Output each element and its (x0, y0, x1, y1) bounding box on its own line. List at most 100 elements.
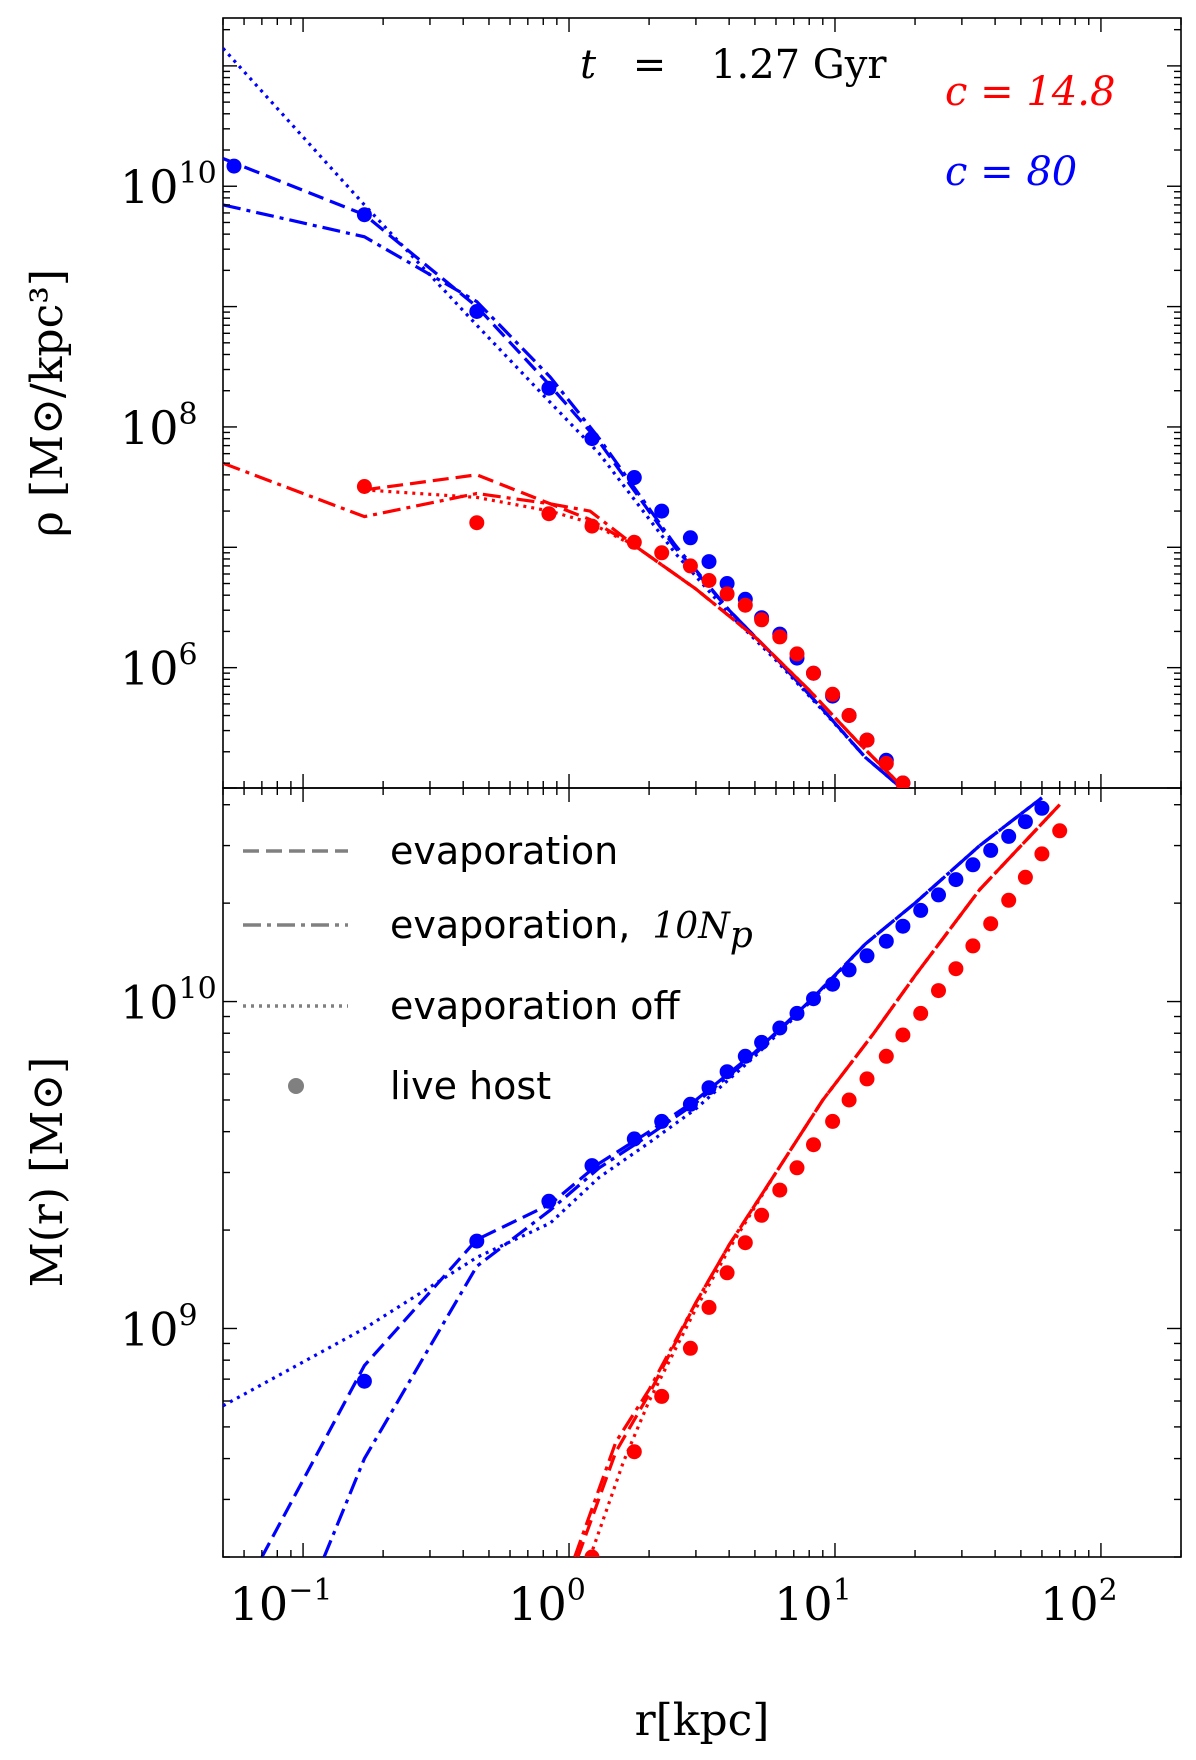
enclosed_mass-point-1-17 (931, 983, 946, 999)
enclosed_mass-point-0-5 (654, 1113, 670, 1129)
enclosed_mass-point-1-8 (772, 1182, 788, 1198)
enclosed_mass-ytick-label-1: 1010 (120, 972, 217, 1030)
density-point-0-0 (226, 158, 242, 174)
enclosed_mass-point-0-17 (878, 933, 894, 949)
legend-label-evaporation-10np: evaporation, 10Np (390, 903, 753, 956)
x-tick-label-2: 101 (774, 1573, 852, 1631)
density-ytick-label-0: 106 (120, 638, 198, 696)
x-tick-exp-1: 0 (567, 1573, 586, 1608)
density-ylabel: ρ [M⊙/kpc³] (22, 269, 73, 537)
density-ytick-exp-0: 6 (179, 638, 198, 673)
x-tick-label-1: 100 (508, 1573, 586, 1631)
legend-label-evaporation-10np-text: evaporation, (390, 903, 630, 947)
enclosed_mass-point-1-15 (895, 1027, 911, 1043)
enclosed_mass-ytick-exp-0: 9 (179, 1298, 198, 1333)
enclosed_mass-point-0-8 (719, 1064, 735, 1080)
density-ytick-exp-2: 10 (179, 156, 217, 191)
density-series-2 (223, 47, 904, 788)
mass-panel-frame (222, 787, 1182, 1558)
enclosed_mass-point-0-26 (1034, 800, 1050, 816)
x-tick-label-0: 10−1 (230, 1573, 333, 1631)
x-axis-label: r[kpc] (635, 1695, 770, 1746)
density-point-0-2 (469, 304, 485, 319)
enclosed_mass-ytick-exp-1: 10 (179, 972, 217, 1007)
density-point-1-12 (789, 646, 805, 662)
enclosed_mass-point-1-4 (701, 1299, 717, 1315)
density-point-1-11 (772, 629, 788, 645)
enclosed_mass-point-0-9 (737, 1048, 753, 1064)
enclosed_mass-point-1-19 (965, 938, 981, 954)
enclosed_mass-point-1-7 (754, 1207, 770, 1223)
density-ytick-exp-1: 8 (179, 397, 198, 432)
enclosed_mass-point-0-3 (584, 1158, 600, 1174)
enclosed_mass-ytick-label-0: 109 (120, 1298, 198, 1356)
enclosed_mass-series-4 (573, 803, 1061, 1557)
legend: evaporation evaporation, 10Np evaporatio… (243, 829, 753, 1108)
mass-ylabel: M(r) [M⊙] (22, 1057, 73, 1288)
enclosed_mass-point-1-5 (719, 1265, 735, 1281)
time-equals: = (633, 42, 667, 88)
density-panel-frame (222, 17, 1182, 789)
x-tick-label-3: 102 (1040, 1573, 1118, 1631)
density-point-1-10 (754, 612, 770, 628)
concentration-label-c80: c = 80 (945, 149, 1077, 195)
legend-math-sub-p: p (730, 915, 753, 956)
density-series-5 (364, 488, 906, 788)
density-point-1-16 (859, 732, 875, 748)
density-point-1-9 (737, 597, 753, 613)
enclosed_mass-point-1-10 (806, 1137, 821, 1153)
density-point-0-1 (356, 207, 372, 223)
density-point-0-7 (682, 530, 698, 546)
enclosed_mass-point-0-18 (895, 918, 911, 934)
enclosed_mass-point-1-12 (841, 1092, 857, 1108)
density-point-1-6 (682, 558, 698, 574)
enclosed_mass-point-1-9 (789, 1160, 805, 1176)
density-point-1-8 (719, 586, 735, 602)
density-ytick-label-1: 108 (120, 397, 198, 455)
density-point-1-1 (469, 515, 485, 531)
enclosed_mass-point-0-25 (1017, 814, 1033, 830)
time-value: 1.27 Gyr (711, 42, 887, 88)
density-point-1-2 (541, 506, 557, 522)
enclosed_mass-point-1-20 (983, 916, 999, 932)
density-point-1-7 (701, 573, 717, 588)
enclosed_mass-point-1-14 (878, 1048, 894, 1064)
enclosed_mass-point-1-0 (584, 1549, 600, 1557)
enclosed_mass-point-1-16 (913, 1005, 929, 1021)
enclosed_mass-point-1-18 (948, 961, 964, 977)
enclosed_mass-series-5 (588, 803, 1061, 1557)
enclosed_mass-point-0-4 (626, 1131, 642, 1147)
enclosed_mass-point-1-1 (626, 1444, 642, 1460)
density-point-0-3 (541, 380, 557, 396)
enclosed_mass-point-0-21 (948, 872, 964, 888)
density-point-1-4 (626, 534, 642, 550)
density-point-1-0 (356, 479, 372, 494)
enclosed_mass-point-0-15 (841, 962, 857, 978)
enclosed_mass-point-0-23 (983, 842, 999, 858)
enclosed_mass-point-1-13 (859, 1071, 875, 1087)
enclosed_mass-point-0-14 (825, 976, 841, 992)
density-point-1-5 (654, 545, 670, 561)
enclosed_mass-point-1-6 (737, 1235, 753, 1251)
density-point-0-5 (626, 470, 642, 485)
density-point-0-6 (654, 503, 670, 519)
enclosed_mass-point-1-11 (825, 1113, 841, 1129)
density-point-1-17 (878, 755, 894, 771)
density-point-0-4 (584, 431, 600, 447)
density-point-1-14 (825, 686, 841, 702)
enclosed_mass-point-1-23 (1034, 846, 1050, 862)
legend-marker-swatch (288, 1078, 304, 1094)
enclosed_mass-point-0-1 (469, 1233, 485, 1249)
enclosed_mass-point-0-0 (356, 1373, 372, 1389)
concentration-label-c14: c = 14.8 (945, 69, 1115, 115)
enclosed_mass-point-1-21 (1001, 892, 1017, 908)
density-series-4 (223, 461, 906, 788)
enclosed_mass-point-1-24 (1052, 823, 1068, 839)
enclosed_mass-point-0-2 (541, 1193, 557, 1209)
density-point-0-9 (719, 576, 735, 591)
time-annotation: t = 1.27 Gyr (580, 42, 887, 88)
enclosed_mass-point-0-6 (682, 1096, 698, 1112)
enclosed_mass-series-2 (223, 796, 1043, 1408)
